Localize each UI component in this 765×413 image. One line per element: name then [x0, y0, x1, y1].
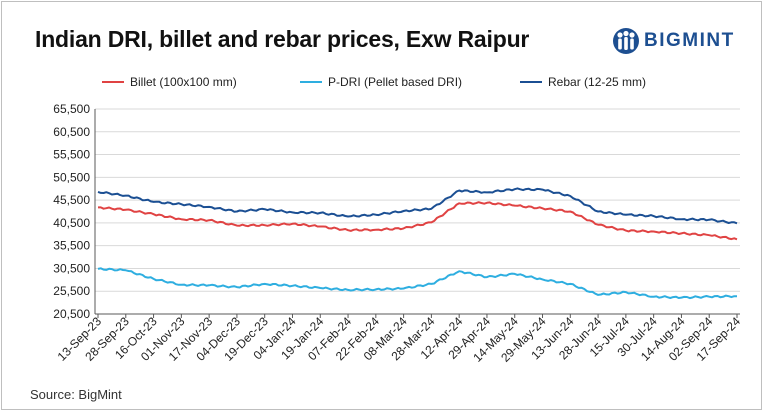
source-note: Source: BigMint: [30, 387, 122, 402]
brand-logo: BIGMINT: [612, 24, 752, 60]
legend-label-rebar: Rebar (12-25 mm): [548, 75, 647, 89]
y-tick-label: 65,500: [53, 102, 90, 116]
y-tick-label: 60,500: [53, 125, 90, 139]
y-tick-label: 30,500: [53, 261, 90, 275]
legend-swatch-pdri: [300, 81, 322, 83]
bigmint-logo-icon: [613, 28, 639, 54]
legend-label-pdri: P-DRI (Pellet based DRI): [328, 75, 463, 89]
y-tick-label: 45,500: [53, 193, 90, 207]
brand-name: BIGMINT: [644, 30, 735, 51]
legend-item-rebar: Rebar (12-25 mm): [520, 74, 646, 90]
y-tick-label: 20,500: [53, 307, 90, 321]
y-tick-label: 25,500: [53, 284, 90, 298]
chart-title: Indian DRI, billet and rebar prices, Exw…: [35, 26, 530, 52]
legend-swatch-billet: [102, 81, 124, 83]
y-tick-label: 55,500: [53, 148, 90, 162]
series-line-rebar: [97, 187, 738, 225]
series-line-pdri: [97, 267, 737, 300]
legend-swatch-rebar: [520, 81, 542, 83]
line-chart: 20,500 25,500 30,500 35,500 40,500 45,500 50,5…: [53, 102, 743, 365]
legend-item-billet: Billet (100x100 mm): [102, 74, 237, 90]
legend-item-pdri: P-DRI (Pellet based DRI): [300, 74, 462, 90]
y-tick-label: 40,500: [53, 216, 90, 230]
y-tick-label: 35,500: [53, 239, 90, 253]
series-line-billet: [98, 201, 738, 241]
legend-label-billet: Billet (100x100 mm): [130, 75, 237, 89]
y-tick-label: 50,500: [53, 170, 90, 184]
